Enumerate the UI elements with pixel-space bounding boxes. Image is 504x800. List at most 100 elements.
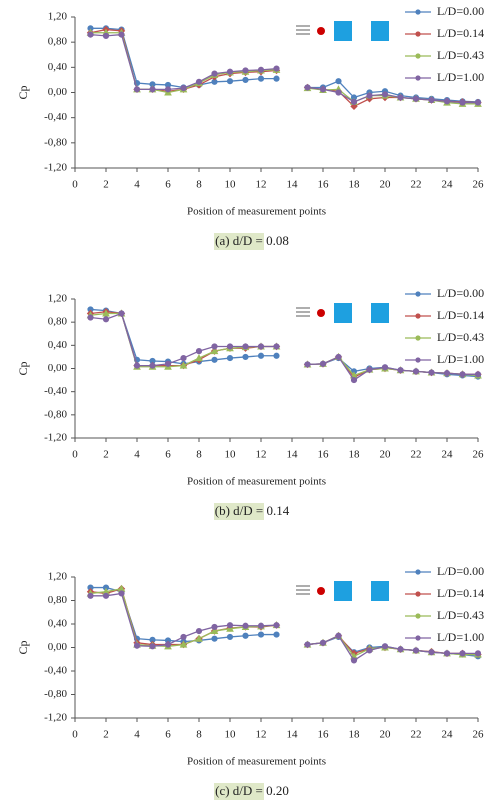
x-axis-label: Position of measurement points — [187, 476, 326, 488]
prism-2 — [371, 581, 389, 601]
marker — [226, 68, 234, 75]
marker — [273, 65, 280, 72]
y-tick-label: 0,80 — [48, 594, 68, 606]
marker — [412, 647, 420, 654]
marker — [118, 310, 125, 317]
series-line — [90, 312, 478, 381]
prism-1 — [334, 581, 352, 601]
marker — [397, 367, 404, 374]
schematic — [296, 303, 389, 323]
x-tick-label: 6 — [165, 449, 171, 461]
y-axis-label: Cp — [16, 85, 30, 99]
legend-label: L/D=0.43 — [437, 48, 484, 62]
legend-marker — [415, 635, 421, 641]
marker — [304, 641, 311, 648]
series-line — [90, 27, 479, 103]
marker — [273, 631, 280, 638]
series-line — [90, 587, 479, 656]
marker — [273, 622, 280, 629]
x-tick-label: 8 — [196, 729, 202, 741]
legend-label: L/D=0.43 — [437, 608, 484, 622]
marker — [459, 650, 466, 657]
marker — [179, 640, 188, 648]
x-tick-label: 18 — [349, 179, 361, 191]
legend-marker — [415, 75, 421, 81]
legend-label: L/D=0.14 — [437, 586, 484, 600]
x-tick-label: 10 — [225, 449, 237, 461]
x-tick-label: 26 — [473, 179, 485, 191]
series-line — [90, 32, 478, 105]
y-tick-label: 0,80 — [48, 36, 68, 48]
y-tick-label: 0,00 — [48, 362, 68, 374]
marker — [459, 99, 466, 106]
marker — [366, 366, 373, 373]
prism-1 — [334, 21, 352, 41]
marker — [226, 633, 234, 641]
y-tick-label: 0,00 — [48, 86, 68, 98]
x-tick-label: 4 — [134, 729, 140, 741]
marker — [273, 343, 280, 350]
x-tick-label: 14 — [287, 449, 299, 461]
marker — [102, 316, 110, 323]
y-axis-label: Cp — [16, 361, 30, 375]
legend-marker — [415, 357, 421, 363]
marker — [397, 646, 404, 653]
marker — [381, 91, 389, 98]
x-tick-label: 22 — [411, 449, 422, 461]
marker — [195, 78, 203, 85]
marker — [195, 627, 203, 635]
marker — [180, 633, 187, 641]
marker — [319, 360, 327, 367]
y-tick-label: -0,40 — [44, 111, 67, 123]
x-tick-label: 4 — [134, 449, 140, 461]
marker — [179, 361, 188, 369]
x-tick-label: 0 — [72, 729, 78, 741]
legend-label: L/D=0.14 — [437, 308, 484, 322]
marker — [273, 352, 280, 359]
marker — [242, 343, 249, 350]
legend-marker — [415, 335, 421, 341]
marker — [102, 32, 110, 39]
y-tick-label: 0,80 — [48, 316, 68, 328]
marker — [210, 347, 219, 355]
x-axis-label: Position of measurement points — [187, 756, 326, 768]
marker — [133, 642, 141, 649]
x-tick-label: 14 — [287, 179, 299, 191]
marker — [149, 643, 156, 650]
legend-marker — [415, 569, 421, 575]
series-line — [90, 28, 479, 108]
marker — [350, 376, 358, 384]
x-tick-label: 22 — [411, 729, 422, 741]
legend-label: L/D=0.00 — [437, 286, 484, 300]
marker — [195, 348, 203, 355]
marker — [412, 368, 420, 375]
marker — [164, 641, 172, 648]
marker — [87, 31, 94, 38]
marker — [412, 95, 420, 102]
marker — [257, 66, 265, 73]
marker — [87, 592, 94, 599]
marker — [195, 354, 203, 362]
x-tick-label: 0 — [72, 449, 78, 461]
marker — [443, 98, 451, 105]
y-tick-label: -1,20 — [44, 432, 67, 444]
marker — [149, 86, 156, 93]
caption: (c) d/D = 0.20 — [215, 783, 289, 798]
marker — [87, 314, 94, 321]
x-tick-label: 4 — [134, 179, 140, 191]
marker — [180, 84, 187, 92]
x-tick-label: 20 — [380, 179, 392, 191]
marker — [304, 361, 311, 368]
marker — [257, 352, 265, 359]
marker — [164, 360, 172, 367]
y-tick-label: 0,00 — [48, 641, 68, 653]
marker — [102, 309, 110, 317]
x-tick-label: 6 — [165, 729, 171, 741]
x-tick-label: 2 — [103, 179, 109, 191]
cylinder — [317, 309, 325, 317]
x-tick-label: 0 — [72, 179, 78, 191]
cylinder — [317, 587, 325, 595]
marker — [180, 354, 187, 362]
marker — [211, 356, 218, 363]
y-tick-label: -0,80 — [44, 408, 67, 420]
